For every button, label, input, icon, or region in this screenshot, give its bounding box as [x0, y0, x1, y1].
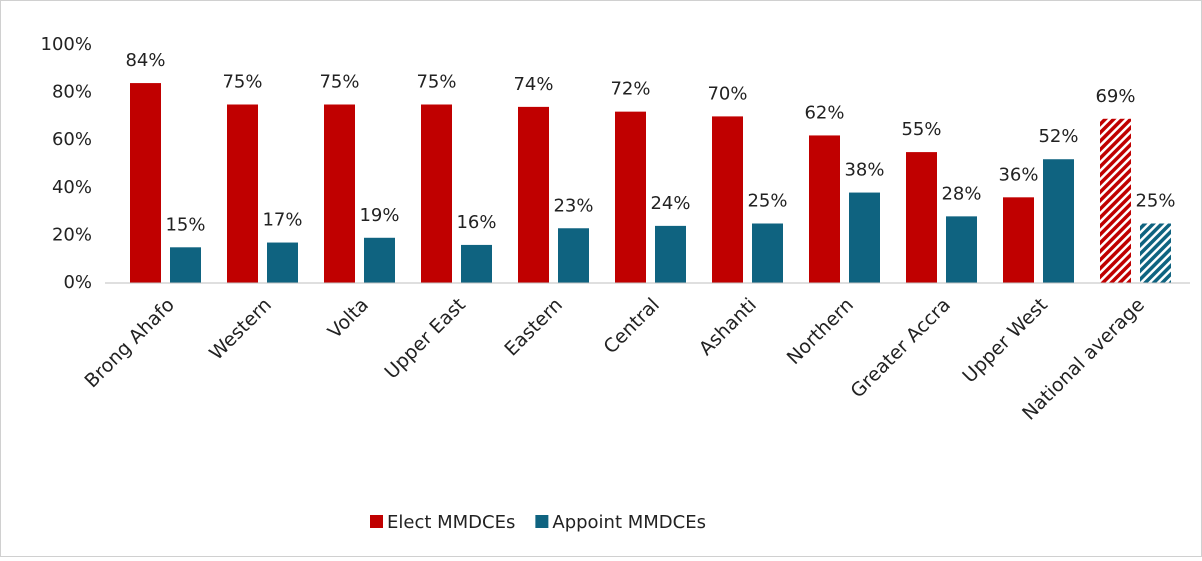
value-label: 74% — [513, 74, 553, 95]
bar — [227, 104, 258, 283]
value-label: 25% — [1135, 191, 1175, 212]
y-tick-label: 100% — [41, 34, 92, 55]
bar — [809, 135, 840, 283]
y-tick-label: 20% — [52, 224, 92, 245]
bar — [752, 223, 783, 283]
value-label: 36% — [998, 164, 1038, 185]
value-label: 15% — [165, 214, 205, 235]
bar — [518, 106, 549, 283]
value-label: 55% — [901, 119, 941, 140]
bar — [130, 83, 161, 283]
bar — [324, 104, 355, 283]
y-tick-label: 60% — [52, 129, 92, 150]
bar — [558, 228, 589, 283]
value-label: 75% — [222, 72, 262, 93]
value-label: 72% — [610, 79, 650, 100]
value-label: 62% — [804, 102, 844, 123]
bar — [461, 244, 492, 283]
bar — [421, 104, 452, 283]
bar — [364, 237, 395, 283]
value-label: 69% — [1095, 86, 1135, 107]
value-label: 75% — [416, 72, 456, 93]
value-label: 70% — [707, 83, 747, 104]
value-label: 28% — [941, 183, 981, 204]
bar — [712, 116, 743, 284]
bar — [170, 247, 201, 283]
value-label: 19% — [359, 205, 399, 226]
legend-swatch — [370, 515, 383, 528]
bar — [267, 242, 298, 283]
value-label: 75% — [319, 72, 359, 93]
value-label: 38% — [844, 160, 884, 181]
value-label: 84% — [125, 50, 165, 71]
bar — [615, 111, 646, 283]
y-tick-label: 80% — [52, 82, 92, 103]
bar — [655, 225, 686, 283]
bar — [1043, 159, 1074, 283]
value-label: 16% — [456, 212, 496, 233]
legend-label: Elect MMDCEs — [387, 512, 515, 533]
y-tick-label: 0% — [63, 272, 92, 293]
value-label: 52% — [1038, 126, 1078, 147]
value-label: 17% — [262, 210, 302, 231]
bar — [1100, 118, 1131, 283]
value-label: 25% — [747, 191, 787, 212]
legend-swatch — [535, 515, 549, 528]
legend-label: Appoint MMDCEs — [552, 512, 706, 533]
value-label: 23% — [553, 195, 593, 216]
bar — [946, 216, 977, 283]
bar — [849, 192, 880, 283]
bar — [906, 152, 937, 283]
y-tick-label: 40% — [52, 177, 92, 198]
value-label: 24% — [650, 193, 690, 214]
bar — [1003, 197, 1034, 283]
bar — [1140, 223, 1171, 283]
